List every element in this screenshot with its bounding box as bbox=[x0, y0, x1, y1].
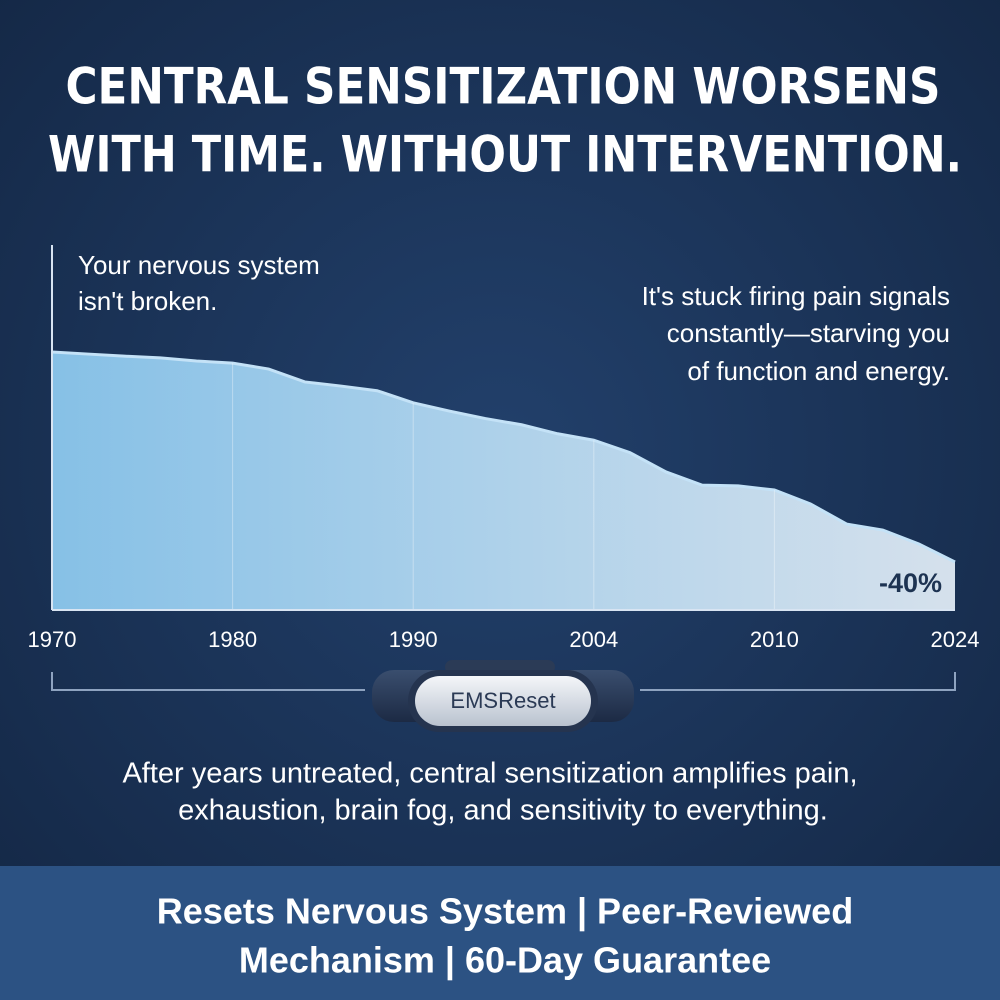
area-outline bbox=[51, 350, 956, 564]
caption: exhaustion, brain fog, and sensitivity t… bbox=[178, 795, 828, 827]
area bbox=[52, 352, 955, 610]
bracket bbox=[51, 672, 956, 691]
title-line: WITH TIME. WITHOUT INTERVENTION. bbox=[48, 126, 962, 184]
x-tick-label: 1990 bbox=[389, 627, 438, 652]
x-tick-label: 1970 bbox=[28, 627, 77, 652]
device-label: EMSReset bbox=[450, 688, 555, 713]
banner-text: Resets Nervous System | Peer-Reviewed bbox=[157, 891, 853, 933]
x-tick-label: 2004 bbox=[569, 627, 618, 652]
x-tick-label: 2024 bbox=[931, 627, 980, 652]
annotation: Your nervous system bbox=[78, 250, 320, 280]
title-line: CENTRAL SENSITIZATION WORSENS bbox=[66, 58, 941, 116]
x-tick-label: 2010 bbox=[750, 627, 799, 652]
bracket-left bbox=[51, 672, 365, 691]
banner-text: Mechanism | 60-Day Guarantee bbox=[239, 940, 771, 982]
bracket-right bbox=[640, 672, 956, 691]
banner bbox=[0, 866, 1000, 1000]
value-annotation: -40% bbox=[879, 568, 942, 598]
device-face bbox=[415, 676, 591, 726]
annotation: constantly—starving you bbox=[667, 318, 950, 348]
plot: 1970 1980 1990 2004 2010 2024 bbox=[28, 245, 980, 652]
annotation: It's stuck firing pain signals bbox=[642, 281, 950, 311]
annotation: isn't broken. bbox=[78, 286, 217, 316]
annotation: of function and energy. bbox=[687, 356, 950, 386]
device: EMSReset bbox=[372, 660, 634, 732]
x-tick-label: 1980 bbox=[208, 627, 257, 652]
caption: After years untreated, central sensitiza… bbox=[122, 758, 857, 790]
